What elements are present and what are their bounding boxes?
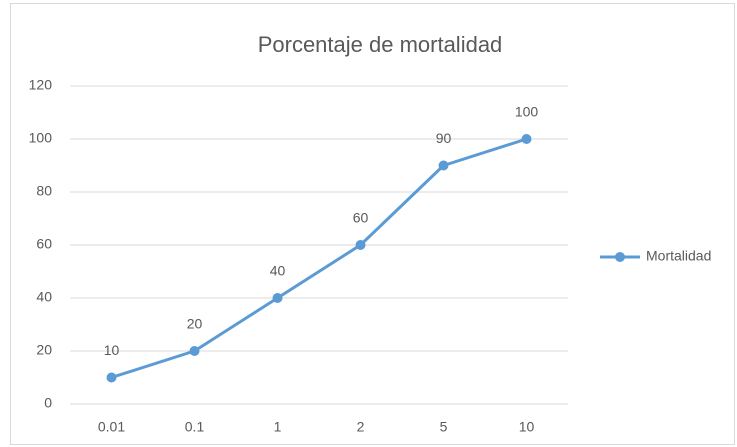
chart-border	[10, 3, 735, 445]
data-point	[272, 293, 283, 303]
x-tick-label: 1	[274, 419, 282, 435]
y-tick-label: 20	[36, 342, 52, 358]
data-point	[106, 372, 117, 383]
data-label: 40	[270, 263, 286, 279]
y-tick-label: 100	[29, 130, 53, 146]
data-line	[111, 137, 527, 379]
x-tick-label: 0.1	[185, 419, 205, 435]
y-tick-label: 80	[36, 183, 52, 199]
data-point	[521, 134, 532, 144]
data-label: 60	[353, 210, 369, 226]
data-label: 90	[436, 130, 452, 146]
x-tick-label: 0.01	[98, 419, 125, 435]
y-tick-label: 0	[44, 395, 52, 411]
data-point	[355, 240, 366, 250]
x-tick-label: 10	[519, 419, 535, 435]
y-tick-label: 120	[29, 77, 53, 93]
y-tick-label: 60	[36, 236, 52, 252]
data-label: 100	[515, 104, 539, 120]
chart-title: Porcentaje de mortalidad	[258, 32, 503, 57]
data-label: 10	[104, 342, 120, 358]
x-tick-label: 5	[440, 419, 448, 435]
legend-label: Mortalidad	[646, 248, 711, 264]
data-label: 20	[187, 316, 203, 332]
y-tick-label: 40	[36, 289, 52, 305]
x-tick-label: 2	[357, 419, 365, 435]
legend-marker	[615, 252, 625, 262]
data-point	[189, 346, 200, 356]
data-point	[438, 160, 449, 171]
